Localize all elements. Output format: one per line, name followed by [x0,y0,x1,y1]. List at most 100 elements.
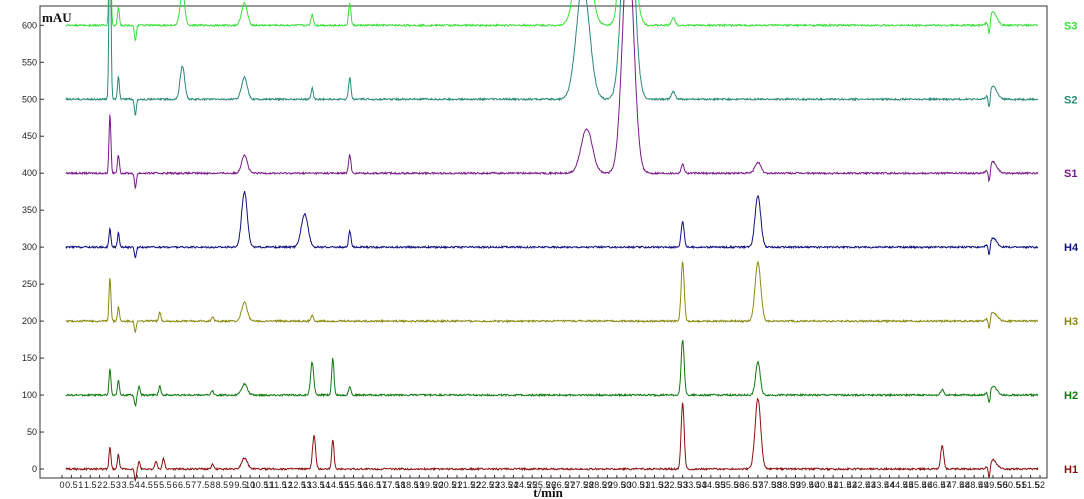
x-tick-label: 47.5 [947,480,965,490]
x-tick-label: 34.5 [702,480,720,490]
x-tick-label: 32 [659,480,669,490]
x-tick-label: 22.5 [476,480,494,490]
x-tick-label: 36 [734,480,744,490]
x-axis-title: t/min [533,485,563,499]
x-tick-label: 31.5 [646,480,664,490]
x-tick-label: 45.5 [909,480,927,490]
x-tick-label: 30 [621,480,631,490]
x-tick-label: 17 [377,480,387,490]
x-tick-label: 23.5 [495,480,513,490]
x-tick-label: 30.5 [627,480,645,490]
x-tick-label: 13 [301,480,311,490]
series-line-h2 [65,340,1039,407]
series-line-s3 [65,0,1039,43]
x-tick-label: 10 [245,480,255,490]
x-tick-label: 9.5 [234,480,247,490]
x-tick-label: 6.5 [178,480,191,490]
x-tick-label: 17.5 [382,480,400,490]
x-tick-label: 3.5 [122,480,135,490]
x-tick-label: 46 [922,480,932,490]
x-tick-label: 26 [546,480,556,490]
x-tick-label: 29 [602,480,612,490]
x-tick-label: 36.5 [740,480,758,490]
x-tick-label: 8.5 [216,480,229,490]
series-label-s2: S2 [1064,94,1077,106]
x-tick-label: 0.5 [65,480,78,490]
series-label-h3: H3 [1064,316,1078,328]
x-tick-label: 4 [135,480,140,490]
y-tick-label: 300 [22,242,37,252]
x-tick-label: 49.5 [984,480,1002,490]
y-tick-label: 350 [22,205,37,215]
x-tick-label: 21 [452,480,462,490]
x-tick-label: 38 [772,480,782,490]
x-tick-label: 48 [960,480,970,490]
x-tick-label: 35 [715,480,725,490]
x-tick-label: 47 [941,480,951,490]
x-tick-label: 24 [508,480,518,490]
x-tick-label: 31 [640,480,650,490]
x-tick-label: 42 [847,480,857,490]
series-label-h1: H1 [1064,464,1078,476]
x-tick-label: 16.5 [364,480,382,490]
x-tick-label: 9 [229,480,234,490]
x-tick-label: 10.5 [251,480,269,490]
x-tick-label: 25 [527,480,537,490]
x-tick-label: 7.5 [197,480,210,490]
x-tick-label: 38.5 [777,480,795,490]
series-label-h4: H4 [1064,242,1079,254]
x-tick-label: 26.5 [552,480,570,490]
x-tick-label: 2 [97,480,102,490]
x-tick-label: 35.5 [721,480,739,490]
y-tick-label: 400 [22,168,37,178]
y-tick-label: 600 [22,20,37,30]
x-tick-label: 27 [565,480,575,490]
y-tick-label: 250 [22,279,37,289]
y-tick-label: 550 [22,57,37,67]
x-tick-label: 43 [866,480,876,490]
x-tick-label: 33 [678,480,688,490]
x-tick-label: 20.5 [439,480,457,490]
x-tick-label: 11.5 [270,480,287,490]
x-tick-label: 12 [283,480,293,490]
x-tick-label: 18.5 [401,480,419,490]
x-tick-label: 23 [490,480,500,490]
x-tick-label: 6 [172,480,177,490]
x-tick-label: 41.5 [834,480,852,490]
x-tick-label: 25.5 [533,480,551,490]
x-tick-label: 0 [59,480,64,490]
x-tick-label: 39 [790,480,800,490]
y-axis-title: mAU [42,10,72,25]
series-line-h3 [65,260,1038,334]
x-tick-label: 27.5 [570,480,588,490]
x-tick-label: 50.5 [1003,480,1021,490]
x-tick-label: 52 [1035,480,1045,490]
y-tick-label: 100 [22,390,37,400]
x-tick-label: 39.5 [796,480,814,490]
x-tick-label: 42.5 [853,480,871,490]
x-tick-label: 5.5 [159,480,172,490]
x-tick-label: 7 [191,480,196,490]
x-tick-label: 21.5 [458,480,476,490]
x-tick-label: 15.5 [345,480,363,490]
x-tick-label: 1.5 [84,480,97,490]
x-tick-label: 19 [414,480,424,490]
x-tick-label: 51.5 [1022,480,1040,490]
x-tick-label: 46.5 [928,480,946,490]
x-tick-label: 16 [358,480,368,490]
series-line-h4 [65,190,1039,259]
x-tick-label: 40 [809,480,819,490]
x-tick-label: 44 [885,480,895,490]
series-line-h1 [65,397,1039,483]
x-tick-label: 44.5 [890,480,908,490]
x-tick-label: 50 [997,480,1007,490]
x-tick-label: 2.5 [103,480,116,490]
x-tick-label: 18 [396,480,406,490]
y-tick-label: 500 [22,94,37,104]
x-tick-label: 8 [210,480,215,490]
x-tick-label: 49 [979,480,989,490]
x-tick-label: 24.5 [514,480,532,490]
x-tick-label: 28.5 [589,480,607,490]
x-tick-label: 1 [78,480,83,490]
